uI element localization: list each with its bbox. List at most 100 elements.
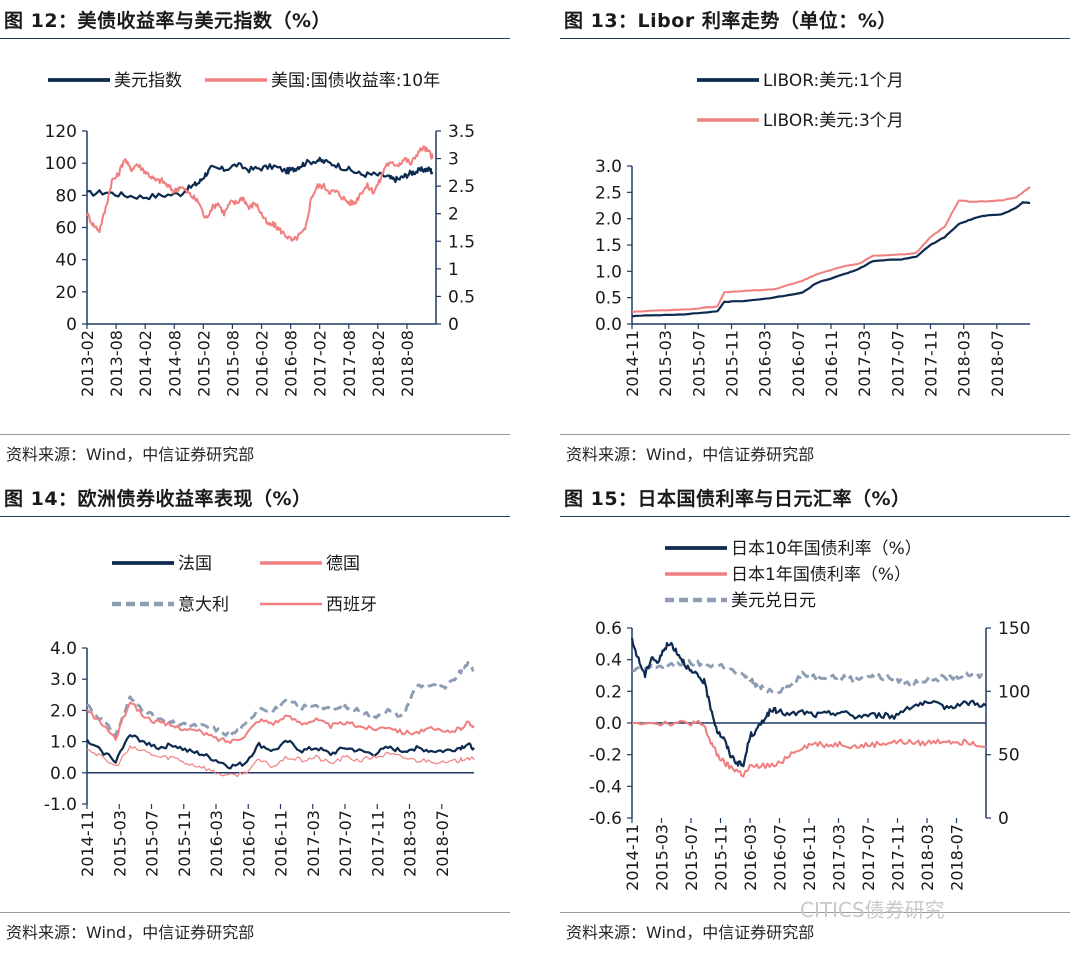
- fig12-source: 资料来源：Wind，中信证券研究部: [6, 445, 255, 464]
- legend-label: 西班牙: [326, 595, 377, 615]
- y-right-tick-label: 3: [448, 150, 459, 170]
- legend-label: LIBOR:美元:1个月: [763, 71, 904, 91]
- x-tick-label: 2016-11: [272, 810, 291, 877]
- y-right-tick-label: 1.5: [448, 232, 475, 252]
- legend-item-0: 美元指数: [48, 71, 182, 91]
- legend-item-0: LIBOR:美元:1个月: [697, 71, 904, 91]
- panel-fig13: 图 13：Libor 利率走势（单位：%） LIBOR:美元:1个月 LIBOR:…: [560, 0, 1070, 478]
- x-tick-label: 2015-07: [143, 810, 162, 877]
- y-right-tick-label: 2: [448, 205, 459, 225]
- x-tick-label: 2017-11: [368, 810, 387, 877]
- legend-label: 美元兑日元: [731, 591, 816, 611]
- x-tick-label: 2015-03: [653, 824, 672, 891]
- series-line-3: [86, 745, 475, 778]
- fig14-title-rule: [0, 516, 510, 517]
- fig15-source: 资料来源：Wind，中信证券研究部: [566, 923, 815, 942]
- y-tick-label: 4.0: [50, 639, 77, 659]
- y-tick-label: -1.0: [44, 795, 77, 815]
- legend-label: 德国: [326, 554, 360, 574]
- y-tick-label: 100: [45, 154, 77, 174]
- x-tick-label: 2016-07: [789, 330, 808, 397]
- y-tick-label: 0: [66, 315, 77, 335]
- legend-label: LIBOR:美元:3个月: [763, 111, 904, 131]
- legend-item-3: 西班牙: [260, 595, 377, 615]
- y-right-tick-label: 1: [448, 260, 459, 280]
- x-tick-label: 2013-02: [78, 330, 97, 397]
- panel-fig15: 图 15：日本国债利率与日元汇率（%） 日本10年国债利率（%） 日本1年国债利率…: [560, 478, 1070, 956]
- y-tick-label: 3.0: [50, 670, 77, 690]
- series-line-0: [86, 661, 475, 738]
- y-right-tick-label: 0: [448, 315, 459, 335]
- fig12-title: 图 12：美债收益率与美元指数（%）: [4, 10, 332, 32]
- panel-fig12: 图 12：美债收益率与美元指数（%） 美元指数 美国:国债收益率:10年 0 20 40…: [0, 0, 510, 478]
- fig13-chart: LIBOR:美元:1个月 LIBOR:美元:3个月 0.0 0.5 1.0 1.5 2.0 2…: [595, 71, 1031, 397]
- y-tick-label: 80: [55, 186, 77, 206]
- legend-label: 日本10年国债利率（%）: [731, 539, 922, 559]
- x-tick-label: 2015-11: [712, 824, 731, 891]
- fig13-source: 资料来源：Wind，中信证券研究部: [566, 445, 815, 464]
- fig14-source: 资料来源：Wind，中信证券研究部: [6, 923, 255, 942]
- legend-item-1: 德国: [260, 554, 360, 574]
- x-tick-label: 2015-07: [682, 824, 701, 891]
- legend-item-0: 日本10年国债利率（%）: [665, 539, 922, 559]
- legend-item-1: LIBOR:美元:3个月: [697, 111, 904, 131]
- fig12-source-rule: [0, 434, 510, 435]
- y-tick-label: 0.5: [595, 289, 622, 309]
- x-tick-label: 2015-03: [656, 330, 675, 397]
- legend-item-2: 美元兑日元: [665, 591, 816, 611]
- legend-item-0: 法国: [112, 554, 212, 574]
- x-tick-label: 2016-02: [253, 330, 272, 397]
- x-tick-label: 2014-11: [78, 810, 97, 877]
- x-tick-label: 2017-02: [311, 330, 330, 397]
- x-tick-label: 2018-08: [398, 330, 417, 397]
- y-right-tick-label: 100: [998, 682, 1030, 702]
- x-tick-label: 2017-11: [889, 824, 908, 891]
- y-tick-label: -0.2: [589, 746, 622, 766]
- legend-label: 日本1年国债利率（%）: [731, 565, 911, 585]
- y-tick-label: 20: [55, 283, 77, 303]
- fig14-source-rule: [0, 912, 510, 913]
- x-tick-label: 2018-03: [401, 810, 420, 877]
- y-tick-label: 0.4: [595, 651, 622, 671]
- x-tick-label: 2016-03: [756, 330, 775, 397]
- y-tick-label: 1.0: [595, 262, 622, 282]
- fig15-title-rule: [560, 516, 1070, 517]
- x-tick-label: 2016-03: [741, 824, 760, 891]
- fig13-title-rule: [560, 38, 1070, 39]
- series-line-0: [631, 200, 1030, 318]
- series-line-1: [86, 145, 434, 242]
- series-line-1: [631, 186, 1031, 313]
- x-tick-label: 2015-03: [110, 810, 129, 877]
- y-right-tick-label: 0: [998, 809, 1009, 829]
- y-tick-label: 3.0: [595, 157, 622, 177]
- y-tick-label: 2.5: [595, 183, 622, 203]
- x-tick-label: 2013-08: [107, 330, 126, 397]
- panel-fig14: 图 14：欧洲债券收益率表现（%） 法国 德国 意大利 西班牙 -1.0 0.0 1.0 2.…: [0, 478, 510, 956]
- y-tick-label: 2.0: [50, 701, 77, 721]
- legend-label: 意大利: [178, 595, 229, 615]
- x-tick-label: 2018-03: [918, 824, 937, 891]
- x-tick-label: 2018-07: [433, 810, 452, 877]
- x-tick-label: 2016-07: [239, 810, 258, 877]
- x-tick-label: 2014-08: [165, 330, 184, 397]
- legend-item-2: 意大利: [112, 595, 229, 615]
- y-right-tick-label: 3.5: [448, 122, 475, 142]
- y-right-tick-label: 150: [998, 619, 1030, 639]
- legend-label: 法国: [178, 554, 212, 574]
- series-line-2: [631, 719, 986, 778]
- watermark-text: CITICS债券研究: [800, 898, 945, 922]
- x-tick-label: 2014-11: [623, 330, 642, 397]
- x-tick-label: 2018-03: [955, 330, 974, 397]
- fig13-title: 图 13：Libor 利率走势（单位：%）: [564, 10, 897, 32]
- x-tick-label: 2017-07: [888, 330, 907, 397]
- y-tick-label: 1.5: [595, 236, 622, 256]
- y-tick-label: 0.6: [595, 619, 622, 639]
- x-tick-label: 2018-07: [948, 824, 967, 891]
- x-tick-label: 2016-11: [822, 330, 841, 397]
- y-tick-label: 60: [55, 219, 77, 239]
- fig15-title: 图 15：日本国债利率与日元汇率（%）: [564, 488, 911, 510]
- y-right-tick-label: 0.5: [448, 287, 475, 307]
- x-tick-label: 2018-07: [988, 330, 1007, 397]
- y-tick-label: 0.2: [595, 682, 622, 702]
